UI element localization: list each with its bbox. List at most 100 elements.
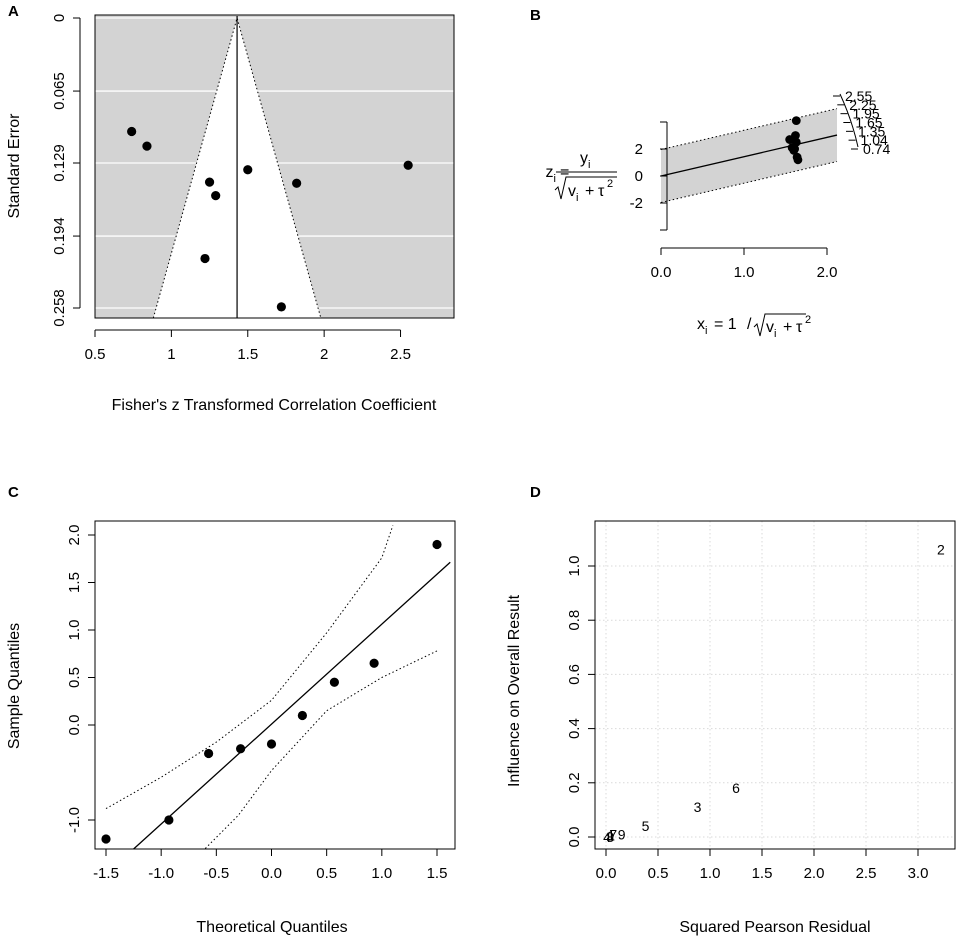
- d-x-tick-label: 0.5: [648, 865, 669, 882]
- y-axis-title: Standard Error: [6, 113, 23, 219]
- study-point: [403, 160, 413, 170]
- study-label: 5: [642, 818, 650, 834]
- c-x-tick-label: 0.5: [316, 865, 337, 882]
- arc-scale: [839, 93, 859, 148]
- arc-tick-label: 0.74: [863, 141, 890, 157]
- ylabel-plus: +: [585, 183, 594, 200]
- d-y-tick-label: 0.2: [566, 772, 583, 793]
- panel-label-b: B: [530, 7, 541, 24]
- x-axis-title: xi = 1 / vi + τ 2: [697, 313, 811, 340]
- a-x-tick-label: 0.5: [85, 346, 106, 363]
- reference-line: [133, 561, 451, 850]
- x-axis-title: Squared Pearson Residual: [679, 919, 870, 936]
- panel-label-c: C: [8, 484, 19, 501]
- study-label: 1: [607, 828, 615, 844]
- study-point: [790, 144, 800, 154]
- c-x-tick-label: 0.0: [261, 865, 282, 882]
- panel-c-qq: -1.5 -1.0 -0.5 0.0 0.5 1.0 1.5 -1.0 0.0 0.5 1.0 1.…: [6, 520, 456, 936]
- upper-confidence-band: [105, 525, 394, 810]
- d-y-tick-label: 0.6: [566, 664, 583, 685]
- c-y-tick-label: 0.0: [66, 715, 83, 736]
- c-y-tick-label: -1.0: [66, 807, 83, 833]
- plot-frame: [94, 520, 456, 850]
- b-x-tick-label: 1.0: [734, 264, 755, 281]
- b-x-tick-label: 0.0: [651, 264, 672, 281]
- sample-point: [101, 834, 111, 844]
- d-x-tick-label: 2.0: [804, 865, 825, 882]
- xlabel-sub-i2: i: [774, 328, 776, 340]
- c-x-tick-label: -0.5: [203, 865, 229, 882]
- x-axis-title: Fisher's z Transformed Correlation Coeff…: [112, 397, 437, 414]
- study-label: 3: [694, 799, 702, 815]
- study-point: [793, 155, 803, 165]
- c-y-tick-label: 1.5: [66, 572, 83, 593]
- d-y-tick-label: 0.0: [566, 827, 583, 848]
- svg-text:yi: yi: [580, 150, 590, 171]
- panel-label-d: D: [530, 484, 541, 501]
- study-point: [791, 116, 801, 126]
- study-point: [276, 302, 286, 312]
- a-y-tick-label: 0.065: [51, 72, 68, 110]
- xlabel-plus: +: [783, 319, 792, 336]
- x-axis-title: Theoretical Quantiles: [196, 919, 347, 936]
- d-x-tick-label: 1.0: [700, 865, 721, 882]
- xlabel-squared: 2: [805, 314, 811, 326]
- b-y-tick-label: -2: [630, 195, 643, 212]
- xlabel-tau: τ: [796, 319, 803, 336]
- study-label: 6: [732, 780, 740, 796]
- study-point: [142, 141, 152, 151]
- c-x-tick-label: 1.5: [427, 865, 448, 882]
- ylabel-tau: τ: [598, 183, 605, 200]
- c-x-tick-label: 1.0: [371, 865, 392, 882]
- xlabel-x: x: [697, 316, 705, 333]
- d-y-tick-label: 1.0: [566, 556, 583, 577]
- a-y-tick-label: 0.129: [51, 144, 68, 182]
- study-label: 8: [606, 829, 614, 845]
- study-point: [243, 165, 253, 175]
- d-x-tick-label: 3.0: [908, 865, 929, 882]
- study-label: 9: [618, 826, 626, 842]
- a-y-tick-label: 0.194: [51, 217, 68, 255]
- sample-point: [297, 710, 307, 721]
- panel-a-funnel: 0.5 1 1.5 2 2.5 0 0.065 0.129 0.194 0.258 Fisher…: [6, 14, 455, 414]
- a-y-tick-label: 0: [51, 14, 68, 22]
- study-label: 4: [603, 829, 611, 845]
- y-axis-title: Sample Quantiles: [6, 623, 23, 749]
- sample-point: [266, 739, 277, 749]
- arc-tick-label: 1.65: [855, 115, 882, 131]
- c-y-tick-label: 0.5: [66, 667, 83, 688]
- b-y-tick-label: 0: [635, 168, 643, 185]
- a-x-tick-label: 1: [167, 346, 175, 363]
- sample-point: [204, 748, 214, 759]
- y-axis-title: zi = yi vi + τ 2: [546, 150, 617, 204]
- arc-tick-label: 2.55: [845, 88, 872, 104]
- xlabel-sub-i: i: [705, 325, 707, 337]
- xlabel-v: v: [766, 319, 774, 336]
- panel-b-radial: 2.552.251.951.651.351.040.74 0.0 1.0 2.0 2…: [546, 88, 891, 340]
- a-x-tick-label: 1.5: [237, 346, 258, 363]
- study-point: [204, 177, 215, 187]
- regression-line: [660, 134, 838, 177]
- arc-tick-label: 1.04: [861, 132, 888, 148]
- arc-tick-label: 2.25: [849, 97, 876, 113]
- d-x-tick-label: 0.0: [596, 865, 617, 882]
- b-x-tick-label: 2.0: [817, 264, 838, 281]
- ylabel-y: y: [580, 150, 588, 167]
- ylabel-sub-i2: i: [588, 159, 590, 171]
- svg-text:zi: zi: [546, 164, 556, 185]
- c-y-tick-label: 2.0: [66, 525, 83, 546]
- svg-text:xi: xi: [697, 316, 707, 337]
- ylabel-z: z: [546, 164, 554, 181]
- ylabel-sqrt-sign: [554, 176, 617, 200]
- c-y-tick-label: 1.0: [66, 620, 83, 641]
- ylabel-v: v: [568, 183, 576, 200]
- sample-point: [432, 539, 442, 550]
- plot-frame: [594, 520, 956, 850]
- sample-point: [164, 815, 174, 825]
- svg-text:vi: vi: [766, 319, 776, 340]
- ylabel-sub-i: i: [554, 173, 556, 185]
- study-point: [200, 253, 210, 264]
- study-point: [211, 190, 221, 201]
